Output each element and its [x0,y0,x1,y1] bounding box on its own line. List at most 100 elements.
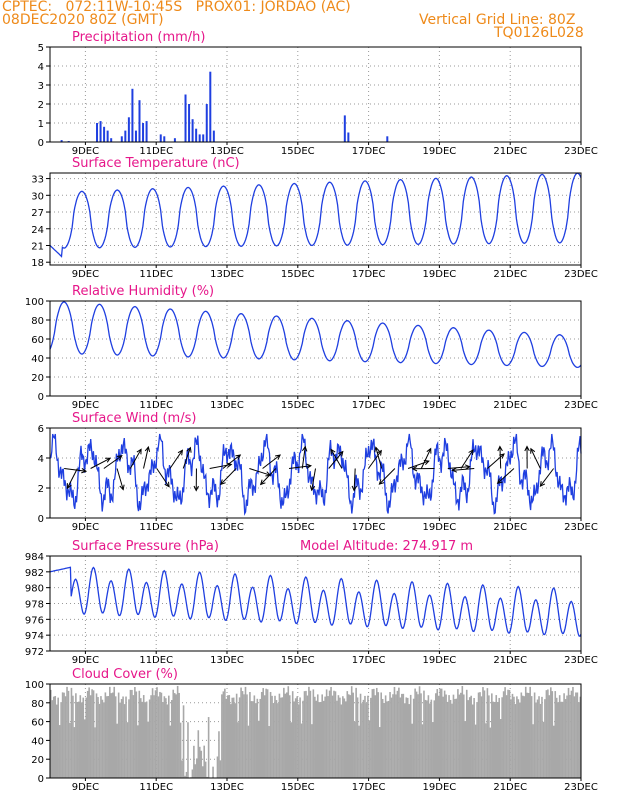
cloud-bar [467,700,470,778]
cloud-bar [286,692,288,778]
wind-arrow-head [530,447,536,454]
rh-line [49,301,582,369]
cloud-bar [218,731,220,778]
cloud-bar [381,698,384,778]
cloud-bar [398,687,400,778]
cloud-bar [573,696,576,778]
cloud-bar [283,687,285,778]
wind-arrow-head [220,479,226,486]
wind-arrow [375,447,383,469]
cloud-bar [493,702,496,778]
cloud-bar [201,766,204,778]
y-tick-label: 1 [38,119,44,130]
wind-arrow-head [226,462,233,468]
cloud-bar [383,703,385,778]
y-tick-label: 980 [25,584,44,595]
wind-arrow-head [464,464,471,470]
cloud-bar [353,721,356,778]
cloud-bar [486,688,489,778]
cloud-bar [92,690,95,778]
cloud-bar [148,699,151,778]
cloud-bar [78,701,80,778]
cloud-bar [533,692,536,778]
cloud-bar [442,696,444,778]
cloud-bar [70,687,73,778]
cloud-bar [427,695,430,778]
cloud-bar [122,696,124,778]
wind-arrow-head [144,445,151,453]
cloud-bar [523,696,526,778]
x-tick-label: 11DEC [139,400,173,411]
cloud-bar [499,719,502,778]
cloud-bar [520,692,523,778]
panel-title-rh: Relative Humidity (%) [72,284,214,299]
x-tick-label: 19DEC [423,522,457,533]
cloud-bar [404,703,406,778]
x-tick-label: 15DEC [281,269,315,280]
cloud-bar [75,693,77,778]
wind-arrow [530,448,541,469]
x-tick-label: 17DEC [352,522,386,533]
x-tick-label: 13DEC [210,400,244,411]
x-tick-label: 9DEC [72,146,99,157]
wind-arrow-head [496,478,503,485]
wind-arrow [262,454,281,469]
cloud-bar [175,694,177,778]
wind-arrow [260,468,277,485]
y-tick-label: 100 [25,680,44,691]
cloud-bar [567,687,570,778]
cloud-bar [551,691,554,778]
wind-arrow-head [374,446,380,453]
cloud-bar [263,695,266,778]
cloud-bar [257,720,260,778]
cloud-bar [147,721,149,778]
cloud-bar [443,690,446,778]
cloud-bar [221,694,223,778]
cloud-bar [106,696,108,778]
wind-arrow-head [309,485,316,492]
x-tick-label: 13DEC [210,782,244,793]
cloud-bar [325,689,328,778]
cloud-bar [477,692,480,778]
wind-arrow [116,468,124,490]
cloud-bar [527,692,530,778]
cloud-bar [58,725,61,778]
cloud-bar [114,696,117,778]
x-tick-label: 17DEC [352,400,386,411]
cloud-bar [545,690,548,778]
precip-bar [188,104,191,142]
wind-arrow-head [426,447,432,454]
cloud-bar [507,689,509,778]
precip-bar [131,88,134,142]
x-tick-label: 23DEC [564,522,598,533]
cloud-bar [569,694,571,778]
cloud-bar [544,699,546,778]
cloud-bar [566,695,568,778]
cloud-bar [393,686,396,778]
x-tick-label: 13DEC [210,655,244,666]
x-tick-label: 21DEC [493,522,527,533]
cloud-bar [570,690,573,778]
cloud-bar [434,693,437,778]
wind-arrow-head [105,457,112,463]
cloud-bar [328,690,331,778]
cloud-bar [331,695,334,778]
cloud-bar [541,696,543,778]
cloud-bar [496,701,499,778]
cloud-bar [300,723,303,778]
cloud-bar [334,691,337,778]
panel-title-pres: Surface Pressure (hPa) [72,539,219,554]
cloud-bar [399,697,402,778]
y-tick-label: 24 [31,225,44,236]
cloud-bar [448,695,450,778]
cloud-bar [60,702,62,778]
y-tick-label: 982 [25,568,44,579]
temp-line [49,172,582,258]
cloud-bar [464,721,467,778]
cloud-bar [157,696,160,778]
cloud-bar [339,697,341,778]
wind-arrow [353,468,356,491]
cloud-bar [550,687,552,778]
cloud-bar [231,697,234,778]
cloud-bar [134,687,136,778]
